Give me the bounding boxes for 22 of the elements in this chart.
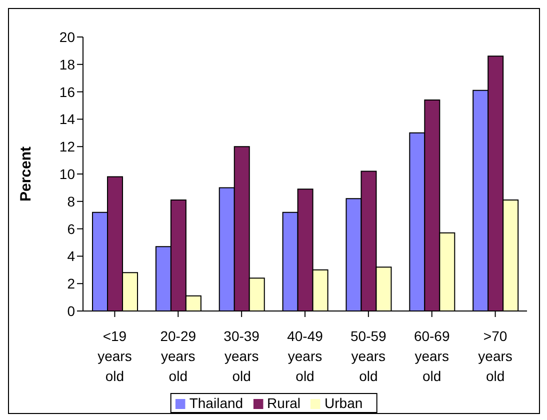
legend-label: Thailand <box>189 395 244 411</box>
x-tick-label: 60-69 years old <box>414 328 450 384</box>
y-tick-label: 6 <box>67 220 76 237</box>
y-axis-title: Percent <box>17 146 34 202</box>
y-tick-label: 18 <box>59 56 76 72</box>
x-tick-label: 40-49 years old <box>287 328 324 384</box>
x-tick-label: >70 years old <box>478 328 512 384</box>
x-tick-label: 20-29 years old <box>160 328 196 384</box>
x-tick-label: <19 years old <box>98 328 132 384</box>
y-tick-label: 14 <box>59 111 76 128</box>
y-tick-label: 0 <box>67 302 76 319</box>
y-tick-label: 20 <box>59 28 76 45</box>
y-tick-label: 8 <box>67 193 76 210</box>
y-tick-label: 12 <box>59 138 76 155</box>
y-tick-label: 2 <box>67 276 76 292</box>
y-tick-label: 10 <box>59 166 76 182</box>
y-tick-label: 4 <box>67 248 76 264</box>
y-tick-label: 16 <box>59 84 76 100</box>
legend-label: Urban <box>324 395 363 411</box>
x-tick-label: 30-39 years old <box>224 328 260 384</box>
x-tick-label: 50-59 years old <box>350 328 387 384</box>
legend-label: Rural <box>267 395 301 411</box>
